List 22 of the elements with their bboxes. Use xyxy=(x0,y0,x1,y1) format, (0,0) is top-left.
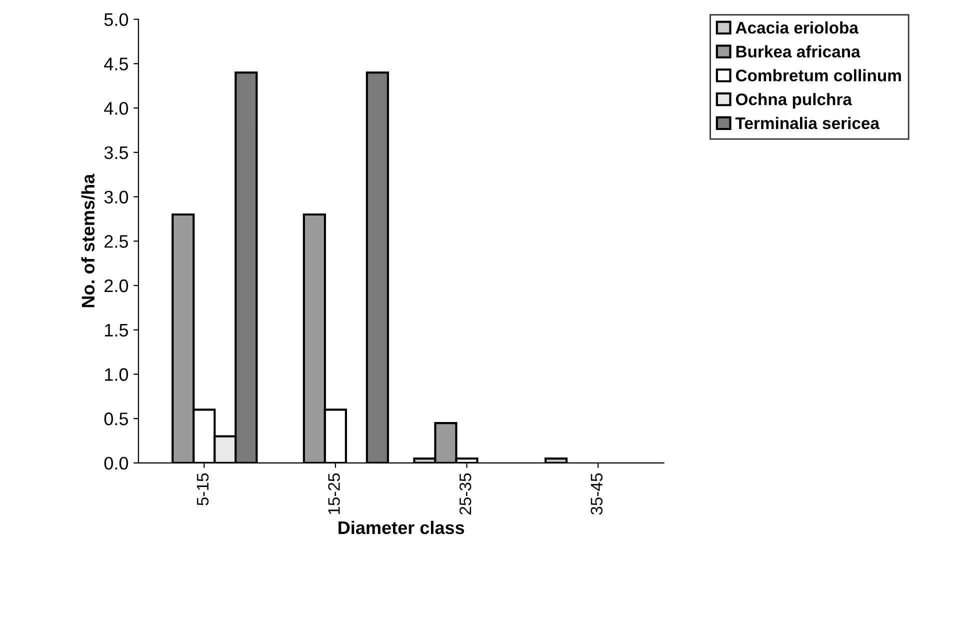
y-axis-title: No. of stems/ha xyxy=(81,174,95,308)
x-tick-label: 25-35 xyxy=(459,473,472,514)
y-tick-label: 2.5 xyxy=(104,235,128,248)
x-tick-label: 15-25 xyxy=(328,473,340,514)
y-tick-label: 0.5 xyxy=(104,412,128,426)
y-tick-label: 5.0 xyxy=(104,13,128,26)
y-tick-label: 3.0 xyxy=(104,190,128,204)
y-tick-label: 1.0 xyxy=(105,368,128,381)
x-tick-label: 5-15 xyxy=(196,473,209,506)
y-tick-label: 0.0 xyxy=(104,456,128,470)
y-tick-label: 2.0 xyxy=(104,279,128,292)
legend-label: Combretum collinum xyxy=(736,69,901,82)
y-tick-label: 4.5 xyxy=(104,58,128,70)
y-tick-label: 4.0 xyxy=(104,102,128,115)
legend-label: Acacia erioloba xyxy=(736,21,859,34)
x-tick-label: 35-45 xyxy=(590,473,603,515)
y-tick-label: 3.5 xyxy=(104,146,128,160)
legend-label: Terminalia sericea xyxy=(735,116,880,130)
x-axis-title: Diameter class xyxy=(338,520,464,534)
legend-label: Burkea africana xyxy=(736,45,860,58)
y-tick-label: 1.5 xyxy=(105,324,128,337)
legend-label: Ochna pulchra xyxy=(736,93,852,109)
